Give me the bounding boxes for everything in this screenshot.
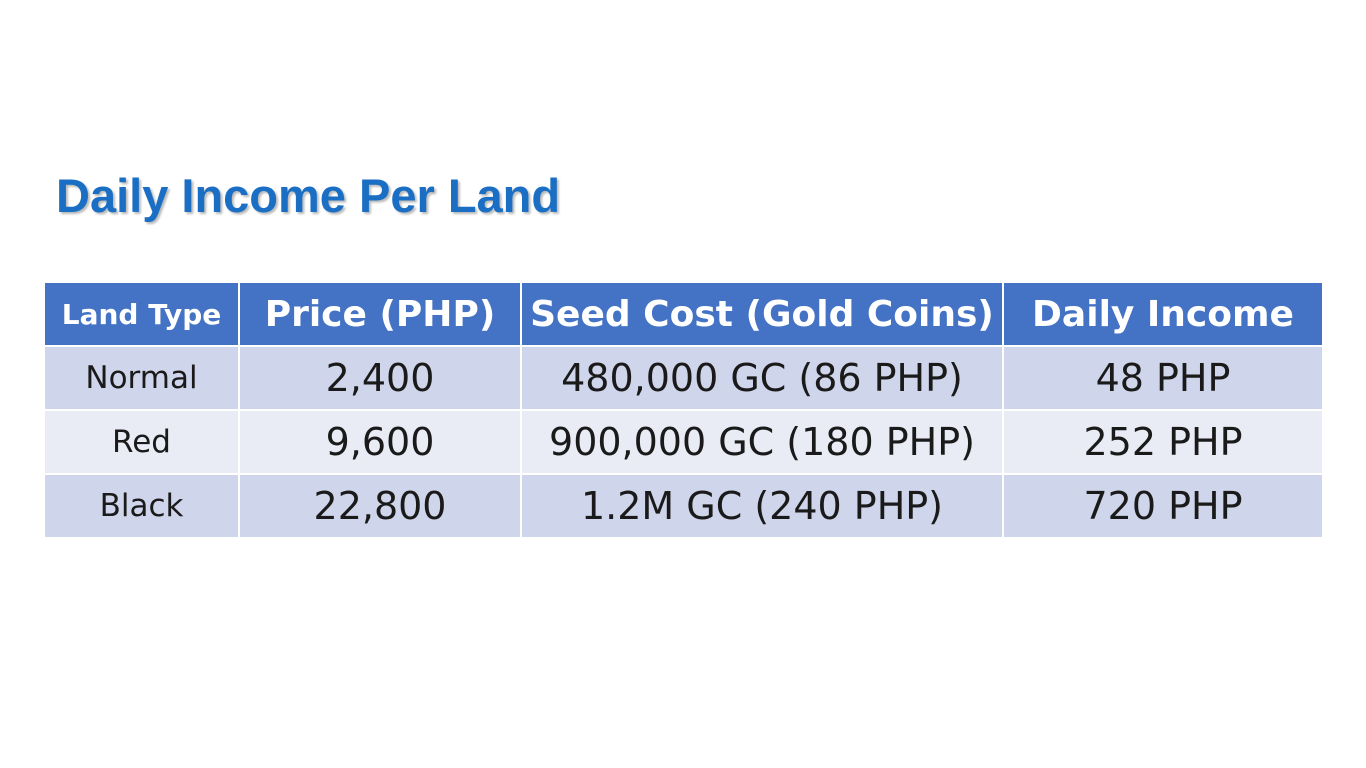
cell-seed-cost: 480,000 GC (86 PHP)	[520, 345, 1004, 411]
cell-price: 22,800	[238, 473, 522, 539]
table-body: Normal 2,400 480,000 GC (86 PHP) 48 PHP …	[43, 345, 1324, 539]
cell-land-type: Normal	[43, 345, 240, 411]
table-row: Black 22,800 1.2M GC (240 PHP) 720 PHP	[43, 473, 1324, 539]
cell-price: 9,600	[238, 409, 522, 475]
table-header: Land Type Price (PHP) Seed Cost (Gold Co…	[43, 281, 1324, 347]
cell-seed-cost: 900,000 GC (180 PHP)	[520, 409, 1004, 475]
cell-price: 2,400	[238, 345, 522, 411]
cell-daily-income: 48 PHP	[1002, 345, 1324, 411]
header-price: Price (PHP)	[238, 281, 522, 347]
header-seed-cost: Seed Cost (Gold Coins)	[520, 281, 1004, 347]
cell-daily-income: 720 PHP	[1002, 473, 1324, 539]
header-daily-income: Daily Income	[1002, 281, 1324, 347]
income-table: Land Type Price (PHP) Seed Cost (Gold Co…	[43, 281, 1324, 539]
cell-land-type: Red	[43, 409, 240, 475]
table-row: Normal 2,400 480,000 GC (86 PHP) 48 PHP	[43, 345, 1324, 411]
cell-daily-income: 252 PHP	[1002, 409, 1324, 475]
header-land-type: Land Type	[43, 281, 240, 347]
cell-land-type: Black	[43, 473, 240, 539]
header-row: Land Type Price (PHP) Seed Cost (Gold Co…	[43, 281, 1324, 347]
table-row: Red 9,600 900,000 GC (180 PHP) 252 PHP	[43, 409, 1324, 475]
slide-title: Daily Income Per Land	[56, 169, 561, 222]
cell-seed-cost: 1.2M GC (240 PHP)	[520, 473, 1004, 539]
